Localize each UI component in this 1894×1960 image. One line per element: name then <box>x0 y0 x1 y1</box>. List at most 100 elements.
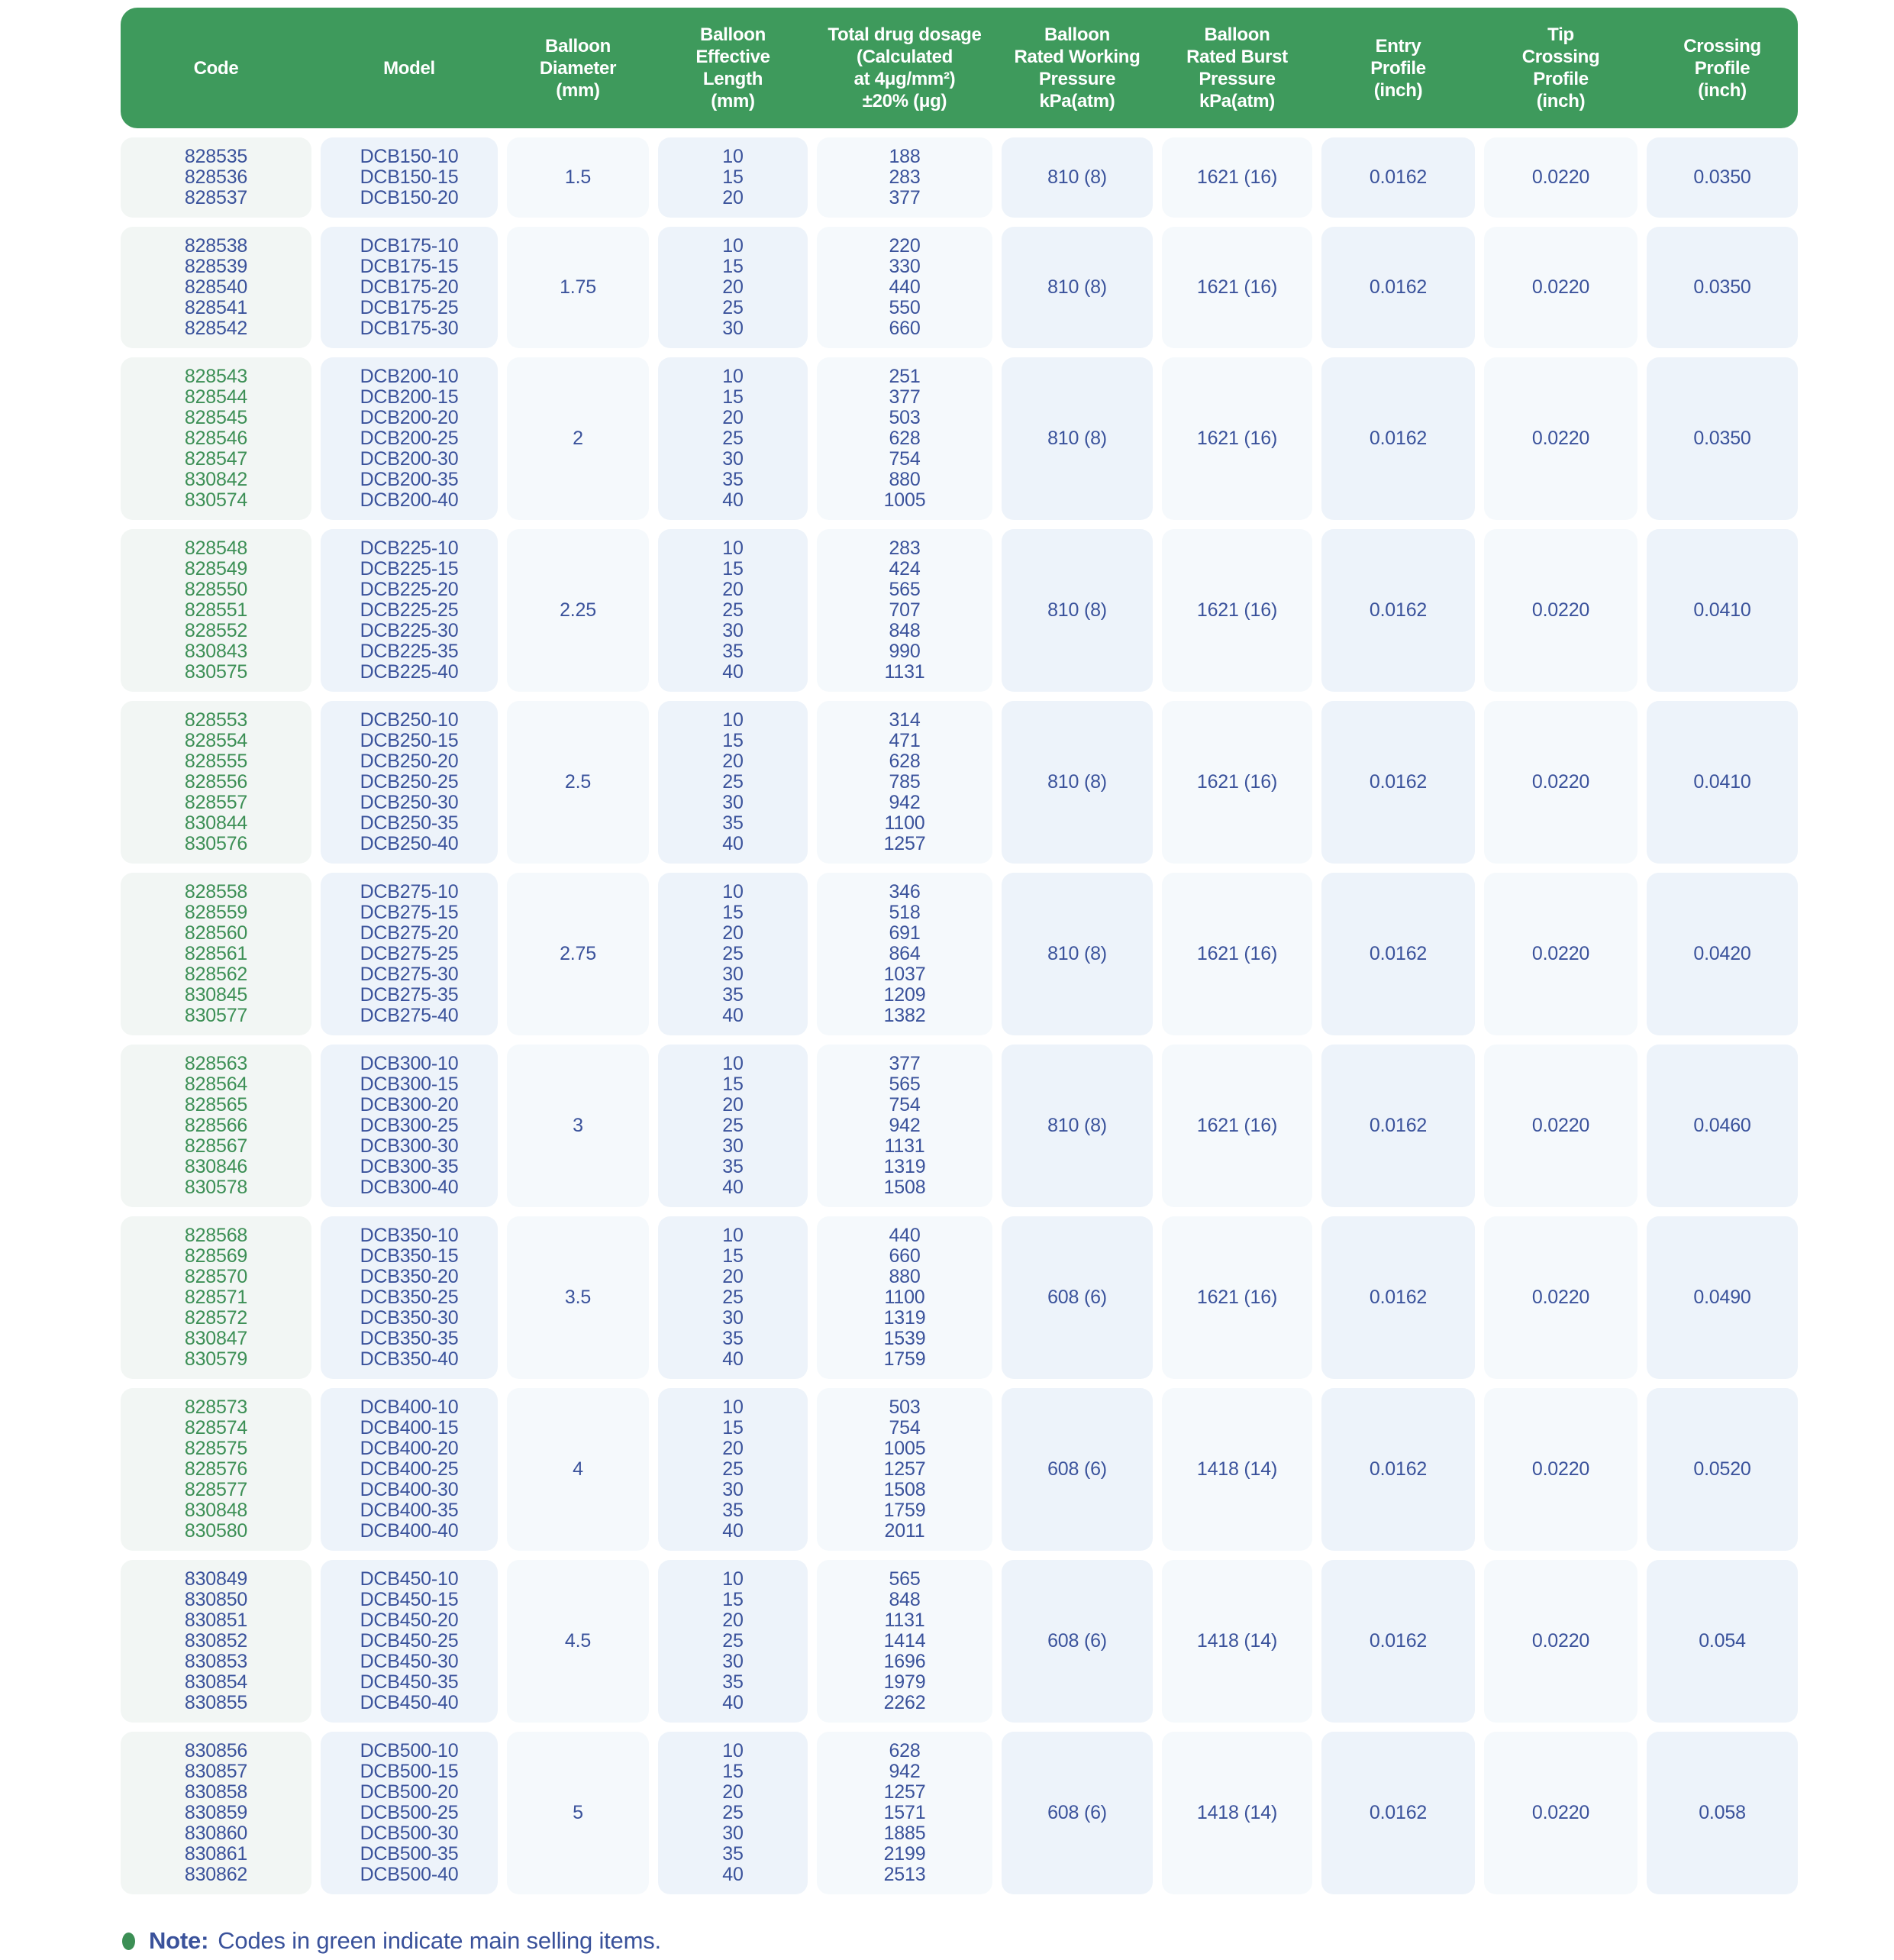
code-cell: 828568 828569 828570 828571 828572 830847 8305… <box>121 1216 311 1379</box>
balloon-diameter-value: 3.5 <box>564 1287 592 1308</box>
effective-length-value: 30 <box>722 318 744 339</box>
entry-profile-value: 0.0162 <box>1369 166 1428 188</box>
drug-dosage-value: 1257 <box>883 833 926 854</box>
balloon-diameter-cell: 4.5 <box>507 1560 649 1723</box>
model-cell: DCB150-10 DCB150-15 DCB150-20 <box>321 137 498 218</box>
balloon-diameter-cell: 2.75 <box>507 873 649 1035</box>
drug-dosage-value: 1319 <box>883 1156 926 1177</box>
header-line: Pressure <box>1199 69 1276 89</box>
model-value: DCB350-20 <box>360 1266 459 1287</box>
code-value: 828552 <box>184 620 248 641</box>
effective-length-value: 30 <box>722 1823 744 1844</box>
model-cell: DCB175-10 DCB175-15 DCB175-20 DCB175-25 DCB1… <box>321 227 498 348</box>
effective-length-value: 35 <box>722 1328 744 1349</box>
code-cell: 830849 830850 830851 830852 830853 830854 8308… <box>121 1560 311 1723</box>
code-value: 828551 <box>184 599 248 621</box>
header-line: (mm) <box>711 91 755 111</box>
entry-profile-cell: 0.0162 <box>1321 357 1475 520</box>
header-line: Code <box>193 57 239 79</box>
effective-length-value: 40 <box>722 1864 744 1885</box>
model-value: DCB400-15 <box>360 1417 459 1439</box>
model-value: DCB250-15 <box>360 730 459 751</box>
header-line: kPa(atm) <box>1199 91 1275 111</box>
header-line: Tip <box>1547 24 1574 45</box>
drug-dosage-value: 1131 <box>884 661 925 683</box>
note-bullet-icon <box>122 1932 135 1950</box>
crossing-profile-value: 0.0350 <box>1693 276 1751 298</box>
balloon-diameter-cell: 2.5 <box>507 701 649 864</box>
effective-length-value: 25 <box>722 297 744 318</box>
drug-dosage-cell: 314 471 628 785 942 1100 1257 <box>817 701 992 864</box>
burst-pressure-value: 1621 (16) <box>1196 771 1278 793</box>
crossing-profile-cell: 0.0460 <box>1647 1045 1798 1207</box>
entry-profile-value: 0.0162 <box>1369 943 1428 964</box>
tip-crossing-profile-cell: 0.0220 <box>1484 873 1637 1035</box>
code-cell: 828543 828544 828545 828546 828547 830842 8305… <box>121 357 311 520</box>
drug-dosage-cell: 377 565 754 942 1131 1319 1508 <box>817 1045 992 1207</box>
code-value: 830574 <box>184 489 248 511</box>
burst-pressure-value: 1621 (16) <box>1196 276 1278 298</box>
model-value: DCB500-25 <box>360 1802 459 1823</box>
model-value: DCB225-30 <box>360 620 459 641</box>
drug-dosage-value: 1539 <box>883 1328 926 1349</box>
working-pressure-value: 810 (8) <box>1047 943 1107 964</box>
code-value: 828537 <box>184 187 248 208</box>
burst-pressure-value: 1621 (16) <box>1196 166 1278 188</box>
model-value: DCB400-20 <box>360 1438 459 1459</box>
effective-length-cell: 10 15 20 25 30 <box>658 227 808 348</box>
header-rated-burst-pressure: Balloon Rated Burst Pressure kPa(atm) <box>1162 24 1312 112</box>
model-value: DCB450-30 <box>360 1651 459 1672</box>
entry-profile-cell: 0.0162 <box>1321 1045 1475 1207</box>
drug-dosage-value: 1696 <box>883 1651 926 1672</box>
effective-length-value: 30 <box>722 1135 744 1157</box>
tip-crossing-profile-cell: 0.0220 <box>1484 1388 1637 1551</box>
code-value: 830853 <box>184 1651 248 1672</box>
crossing-profile-cell: 0.058 <box>1647 1732 1798 1894</box>
header-line: ±20% (μg) <box>862 91 947 111</box>
drug-dosage-value: 880 <box>889 469 921 490</box>
header-code: Code <box>121 57 311 79</box>
drug-dosage-cell: 220 330 440 550 660 <box>817 227 992 348</box>
diameter-group-5: 830856 830857 830858 830859 830860 830861 8308… <box>121 1732 1798 1894</box>
code-value: 830859 <box>184 1802 248 1823</box>
model-value: DCB300-35 <box>360 1156 459 1177</box>
model-value: DCB450-35 <box>360 1671 459 1693</box>
drug-dosage-value: 628 <box>889 428 921 449</box>
working-pressure-cell: 608 (6) <box>1002 1560 1153 1723</box>
effective-length-cell: 10 15 20 25 30 35 40 <box>658 1560 808 1723</box>
code-value: 830854 <box>184 1671 248 1693</box>
header-model: Model <box>321 57 498 79</box>
drug-dosage-value: 1100 <box>884 1287 925 1308</box>
tip-crossing-profile-cell: 0.0220 <box>1484 137 1637 218</box>
code-value: 828549 <box>184 558 248 580</box>
code-value: 830860 <box>184 1823 248 1844</box>
code-value: 828543 <box>184 366 248 387</box>
model-cell: DCB450-10 DCB450-15 DCB450-20 DCB450-25 DCB4… <box>321 1560 498 1723</box>
effective-length-value: 20 <box>722 1266 744 1287</box>
effective-length-value: 30 <box>722 792 744 813</box>
header-line: Balloon <box>545 35 611 57</box>
header-line: Profile <box>1694 57 1750 79</box>
header-line: (inch) <box>1698 79 1747 101</box>
drug-dosage-value: 1885 <box>883 1823 926 1844</box>
drug-dosage-cell: 503 754 1005 1257 1508 1759 2011 <box>817 1388 992 1551</box>
effective-length-value: 25 <box>722 1630 744 1652</box>
tip-crossing-profile-value: 0.0220 <box>1531 166 1590 188</box>
code-value: 828538 <box>184 235 248 257</box>
burst-pressure-cell: 1621 (16) <box>1162 137 1312 218</box>
code-cell: 828538 828539 828540 828541 828542 <box>121 227 311 348</box>
code-value: 828544 <box>184 386 248 408</box>
model-value: DCB350-25 <box>360 1287 459 1308</box>
table-header: Code Model Balloon Diameter (mm) Balloon Effec… <box>121 8 1798 128</box>
model-value: DCB225-40 <box>360 661 459 683</box>
drug-dosage-value: 990 <box>889 641 921 662</box>
code-value: 828542 <box>184 318 248 339</box>
balloon-diameter-cell: 2 <box>507 357 649 520</box>
effective-length-value: 10 <box>722 235 744 257</box>
effective-length-value: 25 <box>722 943 744 964</box>
model-value: DCB350-40 <box>360 1348 459 1370</box>
drug-dosage-value: 440 <box>889 1225 921 1246</box>
code-value: 828557 <box>184 792 248 813</box>
code-value: 828536 <box>184 166 248 188</box>
crossing-profile-value: 0.0520 <box>1693 1458 1751 1480</box>
